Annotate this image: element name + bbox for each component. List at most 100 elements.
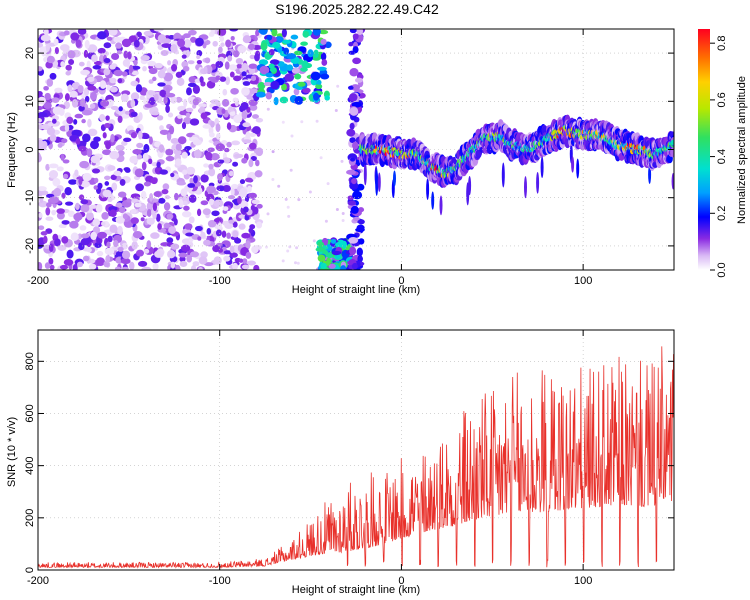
upper-band-cell <box>293 88 300 96</box>
noise-cell <box>241 86 250 96</box>
noise-cell <box>119 206 126 214</box>
noise-cell <box>166 237 174 244</box>
noise-cell <box>152 263 159 270</box>
noise-cell <box>115 144 125 152</box>
noise-cell <box>241 264 250 270</box>
noise-cell <box>122 59 131 67</box>
upper-band-cell <box>258 59 269 66</box>
noise-cell <box>48 163 59 169</box>
noise-cell <box>89 204 98 209</box>
noise-cell <box>173 192 179 201</box>
noise-cell <box>173 149 182 156</box>
noise-cell <box>281 259 285 263</box>
noise-cell <box>61 192 66 199</box>
noise-cell <box>232 262 239 270</box>
noise-cell <box>170 44 178 53</box>
noise-cell <box>121 71 128 77</box>
noise-cell <box>224 147 230 153</box>
spectrogram-xtick-label: 100 <box>574 275 592 287</box>
noise-cell <box>142 152 149 162</box>
noise-cell <box>68 59 75 65</box>
edge-stripe-cell <box>351 101 362 108</box>
noise-cell <box>45 216 54 221</box>
noise-cell <box>93 60 102 66</box>
upper-band-cell <box>290 34 299 40</box>
noise-cell <box>109 77 117 84</box>
noise-cell <box>153 191 162 197</box>
noise-cell <box>132 231 143 239</box>
upper-band-cell <box>320 73 330 80</box>
noise-cell <box>188 29 197 36</box>
noise-cell <box>92 65 102 70</box>
noise-cell <box>225 39 232 48</box>
noise-cell <box>186 87 192 96</box>
noise-cell <box>204 57 211 64</box>
noise-cell <box>62 159 70 164</box>
noise-cell <box>211 210 220 217</box>
noise-cell <box>207 147 215 153</box>
colorbar-tick-label: 0.0 <box>716 262 728 277</box>
lower-band-cell <box>331 250 342 255</box>
noise-cell <box>223 250 232 255</box>
noise-cell <box>216 133 221 140</box>
noise-cell <box>124 110 130 115</box>
noise-cell <box>180 188 188 197</box>
noise-cell <box>106 36 113 41</box>
noise-cell <box>319 156 323 160</box>
noise-cell <box>139 95 145 101</box>
noise-cell <box>271 150 275 154</box>
noise-cell <box>179 255 186 263</box>
edge-stripe-cell <box>356 224 365 231</box>
noise-cell <box>175 71 183 78</box>
ridge-streak-cell <box>571 156 575 173</box>
noise-cell <box>86 211 94 221</box>
noise-cell <box>162 183 170 191</box>
noise-cell <box>254 53 260 62</box>
noise-cell <box>84 39 90 49</box>
noise-cell <box>198 256 208 265</box>
noise-cell <box>109 150 120 160</box>
ridge-streak-cell <box>576 158 580 179</box>
noise-cell <box>104 181 110 186</box>
noise-cell <box>179 110 188 116</box>
spectrogram-xtick-label: -200 <box>27 275 49 287</box>
noise-cell <box>103 58 111 64</box>
noise-cell <box>123 137 132 142</box>
noise-cell <box>135 183 144 192</box>
noise-cell <box>38 212 43 218</box>
noise-cell <box>186 254 193 263</box>
noise-cell <box>113 36 123 43</box>
noise-cell <box>157 69 166 79</box>
upper-band-cell <box>300 41 308 46</box>
noise-cell <box>236 196 242 205</box>
noise-cell <box>104 247 115 256</box>
noise-cell <box>80 199 89 205</box>
noise-cell <box>43 102 52 110</box>
noise-cell <box>237 45 247 54</box>
noise-cell <box>121 113 130 119</box>
edge-stripe-cell <box>347 200 357 206</box>
noise-cell <box>210 120 215 128</box>
noise-cell <box>133 39 140 48</box>
noise-cell <box>129 198 139 203</box>
snr-xtick-label: -100 <box>209 575 231 587</box>
noise-cell <box>229 71 235 78</box>
upper-band-cell <box>312 29 321 36</box>
noise-cell <box>228 64 238 71</box>
noise-cell <box>121 38 132 48</box>
noise-cell <box>104 175 111 180</box>
noise-cell <box>108 206 118 212</box>
noise-cell <box>165 86 170 96</box>
noise-cell <box>107 197 113 203</box>
noise-cell <box>147 90 156 96</box>
noise-cell <box>143 97 148 106</box>
noise-cell <box>161 38 172 44</box>
noise-cell <box>87 128 98 137</box>
upper-band-cell <box>283 47 290 55</box>
noise-cell <box>246 95 254 100</box>
noise-cell <box>241 62 249 72</box>
noise-cell <box>105 255 111 264</box>
noise-cell <box>102 149 112 156</box>
noise-cell <box>81 109 92 116</box>
noise-cell <box>200 231 206 239</box>
